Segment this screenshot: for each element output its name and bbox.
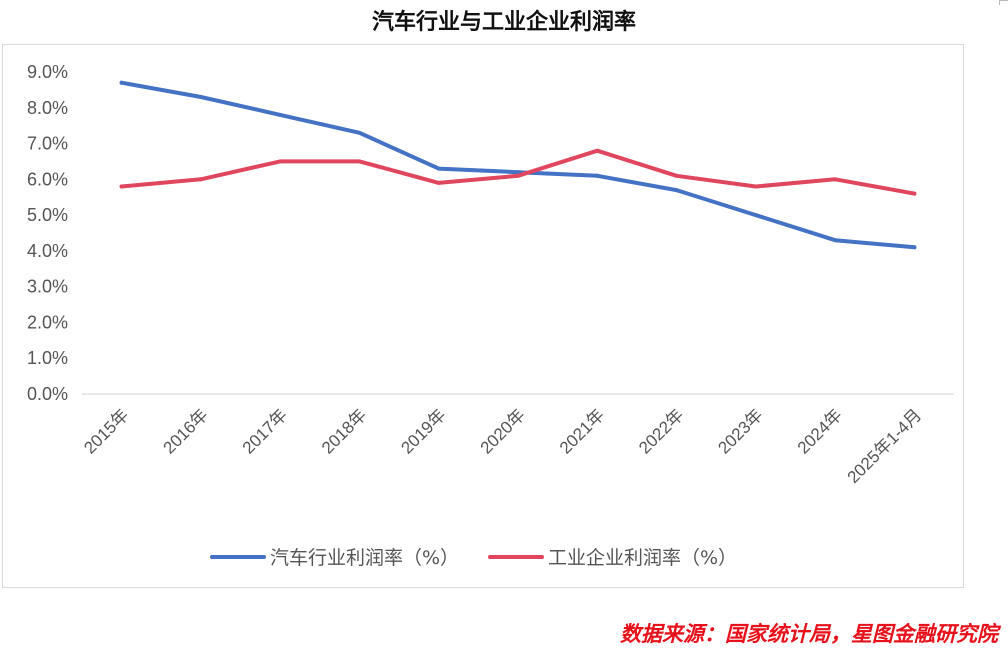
y-tick-label: 7.0% (27, 134, 68, 154)
series-line-1 (119, 80, 917, 250)
chart-frame (2, 44, 964, 588)
y-tick-label: 6.0% (27, 169, 68, 189)
x-tick-label: 2015年 (80, 405, 132, 457)
data-point (198, 95, 203, 100)
x-tick-label: 2018年 (318, 405, 370, 457)
data-point (198, 177, 203, 182)
x-tick-label: 2023年 (714, 405, 766, 457)
x-tick-label: 2017年 (239, 405, 291, 457)
y-tick-label: 9.0% (27, 62, 68, 82)
data-point (674, 188, 679, 193)
corner-mark (999, 0, 1008, 5)
data-point (833, 238, 838, 243)
y-tick-label: 5.0% (27, 205, 68, 225)
legend-label-1: 汽车行业利润率（%） (270, 547, 459, 569)
data-point (912, 191, 917, 196)
y-tick-label: 0.0% (27, 384, 68, 404)
y-tick-label: 8.0% (27, 98, 68, 118)
x-tick-label: 2024年 (794, 405, 846, 457)
data-point (436, 180, 441, 185)
data-point (912, 245, 917, 250)
data-point (357, 130, 362, 135)
data-point (119, 184, 124, 189)
x-tick-label: 2025年1-4月 (844, 405, 926, 487)
data-point (595, 148, 600, 153)
data-point (674, 173, 679, 178)
data-point (436, 166, 441, 171)
y-tick-label: 4.0% (27, 241, 68, 261)
legend-label-2: 工业企业利润率（%） (548, 547, 737, 569)
x-tick-label: 2022年 (635, 405, 687, 457)
x-tick-label: 2016年 (160, 405, 212, 457)
data-point (753, 213, 758, 218)
y-tick-label: 1.0% (27, 348, 68, 368)
data-point (833, 177, 838, 182)
data-point (595, 173, 600, 178)
source-note: 数据来源：国家统计局，星图金融研究院 (620, 622, 998, 646)
chart-title: 汽车行业与工业企业利润率 (371, 9, 636, 35)
data-point (278, 112, 283, 117)
data-point (516, 170, 520, 175)
data-point (357, 159, 362, 164)
x-tick-label: 2019年 (397, 405, 449, 457)
x-tick-label: 2021年 (556, 405, 608, 457)
data-point (516, 173, 520, 178)
data-point (753, 184, 758, 189)
data-point (278, 159, 283, 164)
x-tick-label: 2020年 (477, 405, 529, 457)
y-tick-label: 3.0% (27, 277, 68, 297)
data-point (119, 80, 124, 85)
y-tick-label: 2.0% (27, 312, 68, 332)
